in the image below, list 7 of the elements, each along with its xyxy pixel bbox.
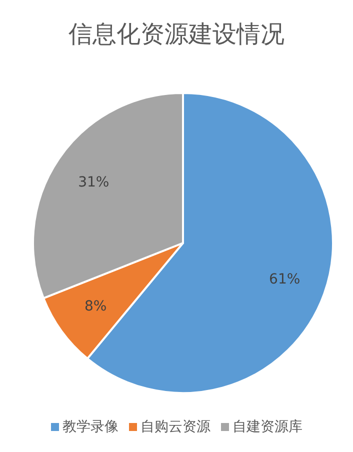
legend-label: 教学录像 — [62, 418, 118, 436]
chart-title: 信息化资源建设情况 — [68, 19, 286, 50]
data-label: 8% — [84, 298, 107, 314]
data-label: 31% — [78, 174, 110, 190]
legend-label: 自建资源库 — [232, 418, 302, 436]
legend-label: 自购云资源 — [140, 418, 210, 436]
data-label: 61% — [269, 272, 300, 288]
